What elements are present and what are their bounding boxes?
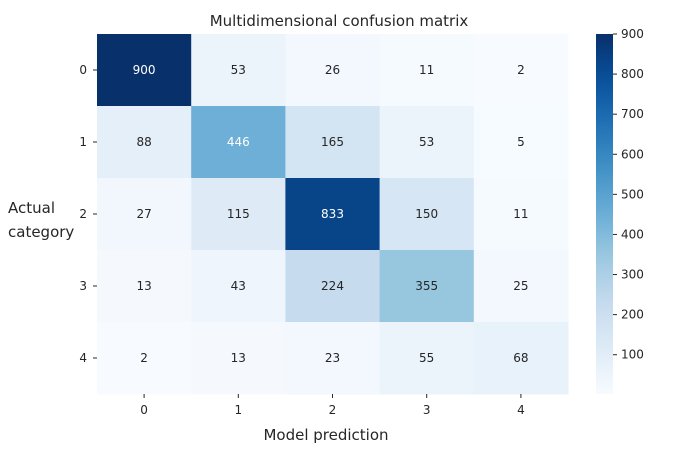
cell-value-label: 55	[419, 351, 434, 365]
y-axis-label-line1: Actual	[8, 199, 55, 217]
cell-value-label: 833	[321, 207, 344, 221]
cell-value-label: 900	[133, 63, 156, 77]
x-axis-label: Model prediction	[263, 426, 388, 444]
cell-value-label: 5	[517, 135, 525, 149]
colorbar	[596, 34, 613, 394]
heatmap-cell	[379, 34, 475, 107]
cell-value-label: 25	[513, 279, 528, 293]
x-tick-label: 4	[517, 403, 525, 417]
x-tick-label: 1	[234, 403, 242, 417]
cell-value-label: 88	[136, 135, 151, 149]
y-tick-label: 2	[79, 207, 87, 221]
heatmap-cell	[473, 322, 569, 395]
cell-value-label: 13	[136, 279, 151, 293]
cell-value-label: 11	[419, 63, 434, 77]
colorbar-tick-label: 500	[621, 187, 644, 201]
cell-value-label: 53	[419, 135, 434, 149]
heatmap-cell	[285, 178, 381, 251]
heatmap-cell	[379, 106, 475, 179]
cell-value-label: 115	[227, 207, 250, 221]
heatmap-cell	[285, 106, 381, 179]
colorbar-tick-label: 400	[621, 227, 644, 241]
heatmap-cell	[97, 250, 192, 323]
cell-value-label: 68	[513, 351, 528, 365]
heatmap-cell	[191, 250, 286, 323]
heatmap-cell	[285, 250, 381, 323]
cell-value-label: 13	[231, 351, 246, 365]
colorbar-ticks: 100 200 300 400 500 600 700 800 900	[613, 27, 644, 362]
y-tick-label: 3	[79, 279, 87, 293]
cell-value-label: 27	[136, 207, 151, 221]
heatmap-cell	[285, 322, 381, 395]
colorbar-tick-label: 700	[621, 107, 644, 121]
chart-title: Multidimensional confusion matrix	[210, 12, 469, 30]
y-tick-label: 0	[79, 63, 87, 77]
y-tick-label: 1	[79, 135, 87, 149]
heatmap-cells	[97, 34, 569, 395]
cell-value-label: 26	[325, 63, 340, 77]
heatmap-cell	[473, 178, 569, 251]
cell-value-label: 23	[325, 351, 340, 365]
colorbar-tick-label: 600	[621, 147, 644, 161]
x-axis-ticks: 0 1 2 3 4	[140, 394, 525, 417]
colorbar-tick-label: 200	[621, 308, 644, 322]
y-axis-label-line2: category	[8, 223, 74, 241]
heatmap-cell	[379, 178, 475, 251]
heatmap-cell	[191, 34, 286, 107]
colorbar-tick-label: 900	[621, 27, 644, 41]
heatmap-cell	[473, 34, 569, 107]
cell-value-label: 53	[231, 63, 246, 77]
heatmap-cell	[379, 322, 475, 395]
y-axis-ticks: 0 1 2 3 4	[79, 63, 97, 365]
cell-value-label: 2	[140, 351, 148, 365]
colorbar-tick-label: 300	[621, 268, 644, 282]
heatmap-cell	[285, 34, 381, 107]
heatmap-cell	[97, 106, 192, 179]
heatmap-cell	[191, 106, 286, 179]
cell-value-label: 165	[321, 135, 344, 149]
heatmap-cell	[97, 322, 192, 395]
heatmap-cell	[97, 34, 192, 107]
heatmap-cell	[191, 178, 286, 251]
x-tick-label: 2	[329, 403, 337, 417]
cell-value-label: 355	[415, 279, 438, 293]
cell-value-label: 224	[321, 279, 344, 293]
heatmap-cell	[473, 106, 569, 179]
cell-value-label: 150	[415, 207, 438, 221]
heatmap-cell	[97, 178, 192, 251]
cell-value-label: 43	[231, 279, 246, 293]
colorbar-tick-label: 800	[621, 67, 644, 81]
cell-value-label: 2	[517, 63, 525, 77]
colorbar-tick-label: 100	[621, 348, 644, 362]
heatmap-cell	[379, 250, 475, 323]
y-tick-label: 4	[79, 351, 87, 365]
cell-value-label: 446	[227, 135, 250, 149]
x-tick-label: 0	[140, 403, 148, 417]
heatmap-cell	[473, 250, 569, 323]
x-tick-label: 3	[423, 403, 431, 417]
heatmap-cell	[191, 322, 286, 395]
cell-value-label: 11	[513, 207, 528, 221]
